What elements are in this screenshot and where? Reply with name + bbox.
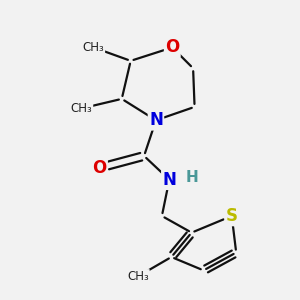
Text: O: O [92,159,106,177]
Text: S: S [226,207,238,225]
Text: CH₃: CH₃ [71,102,92,115]
Text: CH₃: CH₃ [83,41,104,54]
Text: N: N [149,111,163,129]
Text: N: N [162,171,176,189]
Text: H: H [186,170,198,185]
Text: CH₃: CH₃ [127,270,149,283]
Text: O: O [165,38,179,56]
